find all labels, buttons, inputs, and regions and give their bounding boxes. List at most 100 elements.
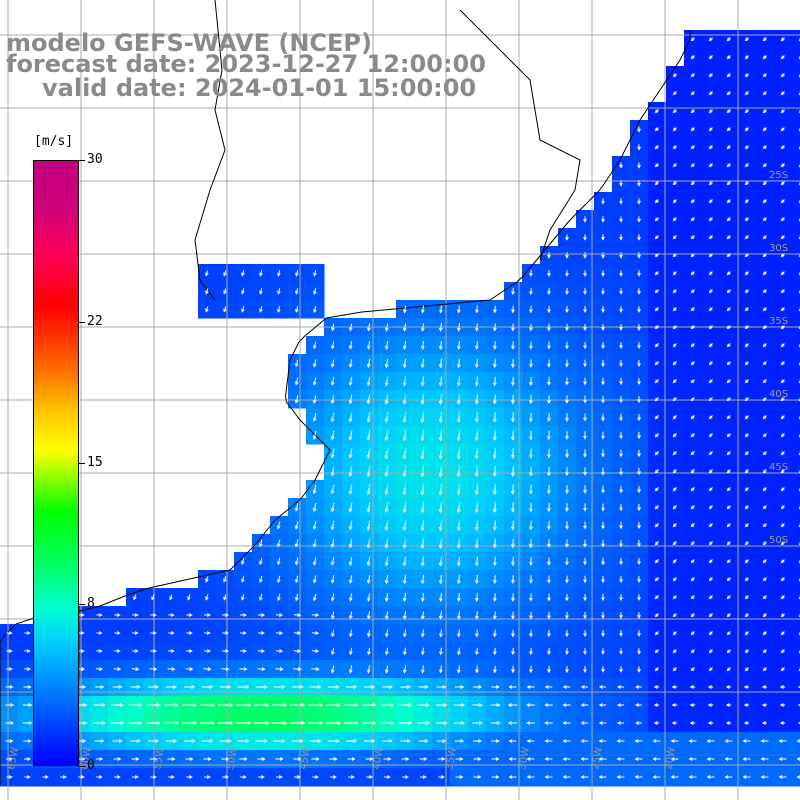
wind-arrow bbox=[529, 557, 533, 566]
wind-arrow bbox=[690, 649, 695, 654]
wind-arrow bbox=[637, 666, 641, 673]
wind-arrow bbox=[384, 538, 389, 549]
wind-arrow bbox=[472, 721, 483, 725]
wind-arrow bbox=[529, 305, 533, 314]
wind-arrow bbox=[294, 503, 299, 512]
wind-arrow bbox=[619, 449, 623, 458]
wind-arrow bbox=[708, 613, 713, 618]
wind-arrow bbox=[707, 703, 714, 707]
wind-arrow bbox=[113, 667, 122, 671]
wind-arrow bbox=[547, 270, 551, 277]
wind-arrow bbox=[565, 665, 569, 674]
wind-arrow bbox=[259, 593, 263, 601]
wind-arrow bbox=[619, 485, 623, 494]
wind-arrow bbox=[403, 629, 407, 638]
wind-arrow bbox=[619, 306, 623, 313]
wind-arrow bbox=[384, 593, 389, 602]
wind-arrow bbox=[402, 593, 407, 602]
wind-arrow bbox=[418, 685, 429, 689]
wind-arrow bbox=[474, 447, 479, 460]
wind-arrow bbox=[744, 613, 749, 618]
wind-arrow bbox=[146, 721, 161, 725]
wind-arrow bbox=[654, 325, 659, 330]
wind-arrow bbox=[240, 631, 247, 635]
wind-arrow bbox=[529, 502, 533, 513]
wind-arrow bbox=[547, 593, 551, 602]
wind-arrow bbox=[293, 613, 302, 617]
wind-arrow bbox=[348, 538, 353, 549]
wind-arrow bbox=[778, 757, 787, 761]
colorbar-tick bbox=[79, 766, 85, 767]
wind-arrow bbox=[112, 685, 123, 689]
wind-arrow bbox=[780, 163, 785, 168]
wind-arrow bbox=[671, 721, 678, 725]
wind-arrow bbox=[24, 775, 31, 779]
wind-arrow bbox=[726, 469, 731, 474]
wind-arrow bbox=[223, 270, 227, 277]
lat-label: 25S bbox=[769, 170, 788, 181]
wind-arrow bbox=[475, 665, 479, 674]
wind-arrow bbox=[223, 594, 227, 601]
wind-arrow bbox=[562, 757, 571, 761]
wind-arrow bbox=[241, 288, 245, 295]
wind-arrow bbox=[219, 685, 232, 689]
wind-arrow bbox=[583, 557, 587, 566]
wind-arrow bbox=[565, 413, 569, 422]
wind-arrow bbox=[690, 343, 695, 348]
wind-arrow bbox=[529, 647, 533, 656]
wind-arrow bbox=[366, 556, 371, 567]
wind-arrow bbox=[294, 359, 299, 368]
wind-arrow bbox=[637, 503, 641, 512]
wind-arrow bbox=[583, 216, 587, 223]
wind-arrow bbox=[726, 217, 731, 222]
wind-arrow bbox=[654, 523, 659, 528]
wind-arrow bbox=[403, 305, 407, 314]
wind-arrow bbox=[366, 323, 371, 332]
wind-arrow bbox=[779, 721, 786, 725]
wind-arrow bbox=[583, 234, 587, 241]
wind-arrow bbox=[526, 757, 535, 761]
wind-arrow bbox=[634, 775, 643, 779]
wind-arrow bbox=[565, 467, 569, 476]
wind-arrow bbox=[204, 775, 211, 779]
wind-arrow bbox=[312, 377, 317, 386]
wind-arrow bbox=[493, 341, 497, 350]
wind-arrow bbox=[760, 757, 769, 761]
wind-arrow bbox=[672, 235, 677, 240]
wind-arrow bbox=[330, 430, 335, 441]
coastline bbox=[0, 30, 691, 786]
wind-arrow bbox=[619, 539, 623, 548]
wind-arrow bbox=[182, 703, 197, 707]
wind-arrow bbox=[547, 629, 551, 638]
wind-arrow bbox=[150, 649, 157, 653]
wind-arrow bbox=[366, 376, 371, 387]
wind-arrow bbox=[616, 739, 625, 743]
wind-arrow bbox=[201, 739, 214, 743]
wind-arrow bbox=[508, 685, 517, 689]
wind-arrow bbox=[547, 377, 551, 386]
wind-arrow bbox=[672, 559, 677, 564]
wind-cell bbox=[792, 156, 800, 175]
wind-arrow bbox=[490, 703, 501, 707]
wind-arrow bbox=[598, 685, 606, 689]
wind-arrow bbox=[259, 557, 263, 566]
wind-arrow bbox=[726, 199, 731, 204]
wind-arrow bbox=[637, 126, 641, 133]
wind-arrow bbox=[164, 703, 179, 707]
wind-arrow bbox=[619, 467, 623, 476]
wind-arrow bbox=[637, 306, 641, 313]
wind-arrow bbox=[257, 757, 266, 761]
wind-arrow bbox=[277, 288, 281, 295]
wind-arrow bbox=[580, 685, 589, 689]
wind-arrow bbox=[492, 538, 497, 549]
wind-arrow bbox=[94, 685, 105, 689]
wind-arrow bbox=[779, 685, 786, 689]
wind-arrow bbox=[544, 757, 553, 761]
border-line bbox=[459, 9, 581, 261]
wind-arrow bbox=[619, 162, 623, 169]
wind-arrow bbox=[708, 235, 713, 240]
wind-arrow bbox=[438, 411, 443, 424]
wind-arrow bbox=[399, 721, 412, 725]
wind-arrow bbox=[241, 270, 245, 277]
wind-arrow bbox=[223, 288, 227, 295]
